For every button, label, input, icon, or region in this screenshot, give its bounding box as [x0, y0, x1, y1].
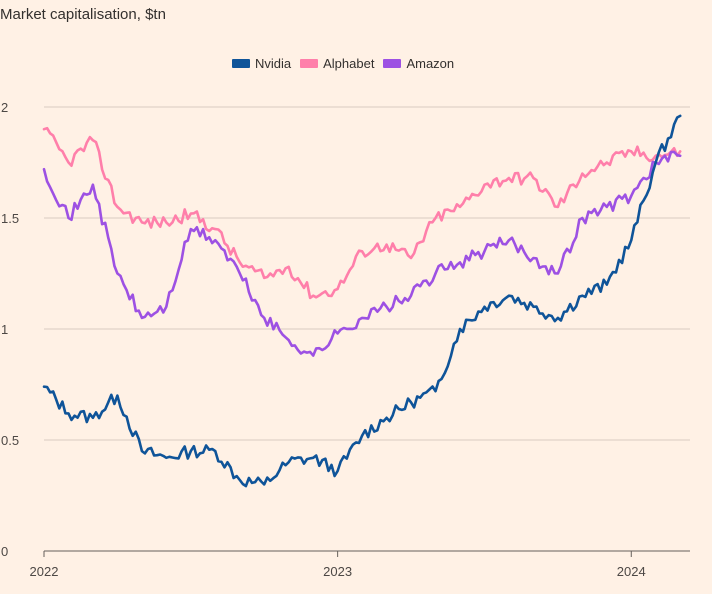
y-tick-label: 1.5 [1, 211, 19, 226]
legend-label-nvidia: Nvidia [255, 55, 292, 71]
chart-title: Market capitalisation, $tn [0, 6, 166, 23]
legend-item-amazon: Amazon [383, 56, 454, 71]
series-line-alphabet [42, 126, 682, 300]
legend-label-alphabet: Alphabet [323, 55, 375, 71]
x-tick-label: 2023 [323, 564, 352, 579]
series-line-nvidia [42, 114, 682, 488]
legend-swatch-nvidia [232, 58, 250, 68]
y-tick-label: 2 [1, 100, 8, 115]
y-tick-label: 0 [1, 544, 8, 559]
x-tick-label: 2022 [30, 564, 59, 579]
legend: Nvidia Alphabet Amazon [232, 55, 463, 71]
series-line-amazon [42, 150, 682, 357]
legend-swatch-amazon [383, 58, 402, 68]
legend-label-amazon: Amazon [406, 55, 455, 71]
x-tick-label: 2024 [617, 564, 646, 579]
legend-item-nvidia: Nvidia [232, 56, 291, 71]
y-tick-label: 0.5 [1, 433, 19, 448]
legend-item-alphabet: Alphabet [300, 56, 374, 71]
legend-swatch-alphabet [300, 58, 319, 68]
y-tick-label: 1 [1, 322, 8, 337]
